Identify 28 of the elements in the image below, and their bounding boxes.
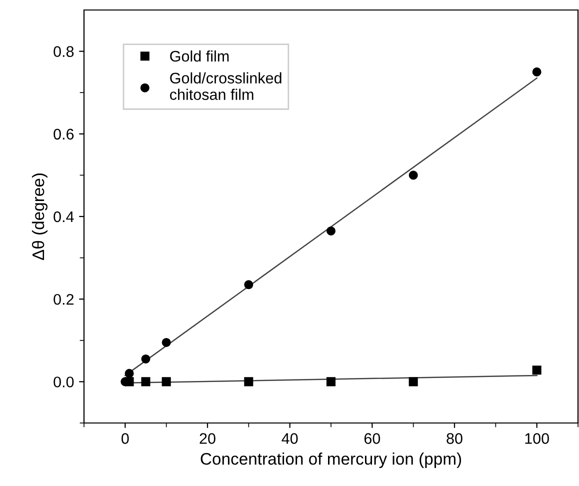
y-tick-label: 0.2 (54, 294, 74, 305)
x-tick-label: 80 (446, 433, 462, 444)
point (408, 377, 418, 386)
point (326, 377, 336, 386)
point (141, 354, 150, 364)
y-tick-label: 0.6 (54, 128, 74, 140)
x-axis-title: Concentration of mercury ion (ppm) (200, 452, 462, 468)
x-tick-label: 60 (364, 433, 380, 444)
point (244, 280, 254, 290)
y-axis-title: Δθ (degree) (32, 174, 48, 260)
point (141, 377, 150, 386)
y-tick-label: 0.0 (54, 376, 74, 388)
y-tick-label: 0.4 (54, 211, 74, 222)
point (244, 377, 254, 386)
legend-label: Gold/crosslinked chitosan film (170, 72, 282, 100)
legend-label: Gold film (170, 50, 229, 62)
point (124, 368, 134, 378)
point (532, 366, 542, 375)
point (162, 377, 171, 386)
point (532, 67, 542, 76)
x-tick-label: 0 (122, 433, 129, 444)
point (326, 226, 336, 236)
x-tick-label: 40 (282, 433, 298, 444)
x-tick-label: 100 (525, 433, 549, 444)
x-tick-label: 20 (200, 433, 216, 444)
point (162, 338, 171, 347)
point (408, 170, 418, 180)
y-tick-label: 0.8 (54, 46, 74, 57)
